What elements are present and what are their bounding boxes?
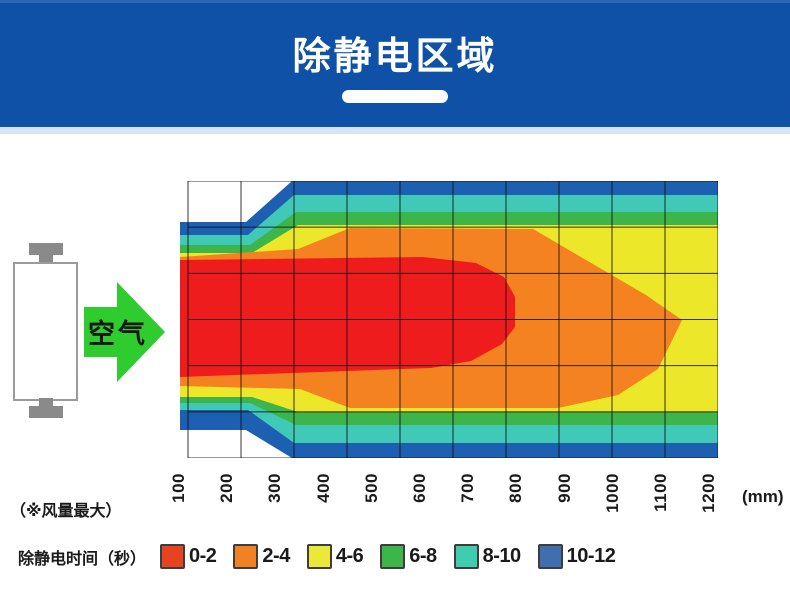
axis-unit: (mm) — [742, 487, 784, 506]
legend: 除静电时间（秒） 0-2 2-4 4-6 6-8 8-10 10-12 — [18, 544, 778, 569]
contour-chart — [180, 181, 718, 458]
ionizer-bottom-bracket — [29, 406, 63, 418]
axis-note: （※风量最大） — [10, 503, 122, 520]
airflow-arrow-icon — [84, 282, 165, 382]
legend-range-label: 8-10 — [482, 545, 522, 567]
ionizer-top-bracket — [29, 243, 63, 255]
title-underline — [342, 90, 448, 103]
legend-range-label: 6-8 — [409, 545, 437, 567]
grid-lines — [187, 181, 718, 458]
header-banner: 除静电区域 — [0, 0, 790, 127]
legend-range-label: 0-2 — [189, 545, 217, 567]
legend-swatch-0-2 — [160, 544, 186, 569]
legend-range-label: 2-4 — [262, 545, 290, 567]
legend-item-0-2: 0-2 — [160, 544, 217, 569]
ionizer-top-stem — [39, 255, 53, 263]
ionizer-body — [13, 262, 78, 401]
legend-swatch-4-6 — [306, 544, 332, 569]
header-divider — [0, 127, 790, 134]
legend-item-2-4: 2-4 — [233, 544, 290, 569]
legend-item-8-10: 8-10 — [453, 544, 522, 569]
legend-label: 除静电时间（秒） — [18, 550, 147, 568]
legend-range-label: 10-12 — [566, 545, 616, 567]
legend-item-4-6: 4-6 — [306, 544, 364, 569]
legend-swatch-8-10 — [453, 544, 479, 569]
page-title: 除静电区域 — [292, 36, 498, 78]
legend-swatch-2-4 — [233, 544, 259, 569]
legend-items: 0-2 2-4 4-6 6-8 8-10 10-12 — [160, 544, 616, 569]
airflow-label: 空气 — [88, 319, 148, 350]
ionizer-bottom-stem — [39, 398, 53, 407]
legend-swatch-10-12 — [537, 544, 563, 569]
legend-range-label: 4-6 — [335, 545, 364, 567]
legend-item-10-12: 10-12 — [537, 544, 616, 569]
legend-swatch-6-8 — [380, 544, 406, 569]
legend-item-6-8: 6-8 — [380, 544, 437, 569]
